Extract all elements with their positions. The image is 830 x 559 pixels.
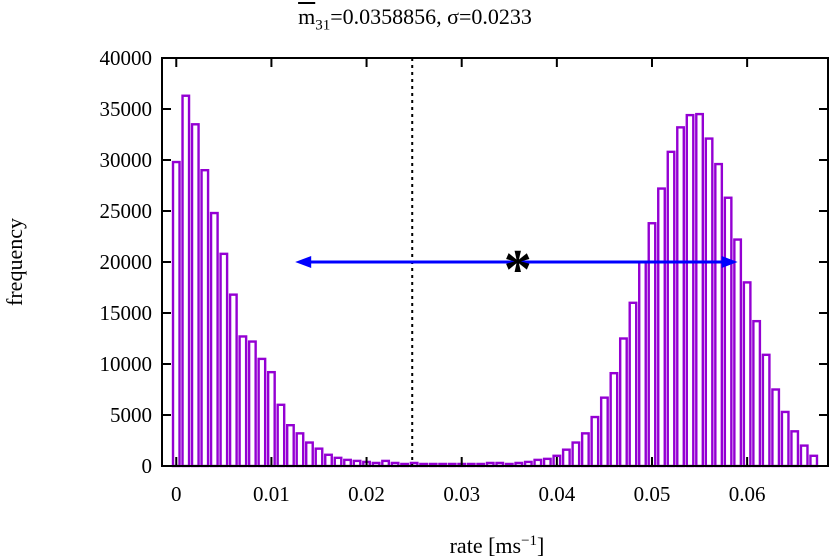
- x-axis-label-sup: −1: [521, 533, 537, 549]
- mean-marker: *: [504, 239, 532, 301]
- histogram-bar: [790, 430, 800, 468]
- sigma-arrow-left-head: [295, 256, 312, 268]
- histogram-bar: [771, 388, 781, 468]
- histogram-bar: [276, 403, 286, 468]
- histogram-bar: [695, 112, 705, 468]
- histogram-bar: [561, 448, 571, 468]
- y-tick-label: 40000: [100, 46, 153, 70]
- chart-title: m31=0.0358856, σ=0.0233: [0, 4, 830, 34]
- x-axis-label: rate [ms−1]: [450, 533, 545, 558]
- histogram-bar: [295, 432, 305, 468]
- histogram-bar: [266, 370, 276, 468]
- histogram-bar: [657, 187, 666, 468]
- histogram-bar: [333, 456, 343, 468]
- x-tick-label: 0.02: [348, 482, 385, 506]
- histogram-bar: [647, 222, 657, 468]
- x-tick-label: 0.01: [253, 482, 290, 506]
- y-tick-label: 10000: [100, 352, 153, 376]
- histogram-bar: [666, 150, 676, 468]
- sigma-arrow-right-head: [721, 256, 738, 268]
- histogram-bar: [780, 410, 790, 468]
- histogram-bar: [181, 94, 191, 468]
- histogram-bar: [285, 424, 295, 468]
- histogram-bar: [542, 457, 552, 468]
- histogram-bar: [685, 113, 695, 468]
- histogram-bar: [238, 335, 248, 468]
- histogram-bar: [809, 454, 819, 468]
- histogram-bar: [247, 340, 257, 468]
- y-tick-label: 15000: [100, 301, 153, 325]
- y-tick-label: 25000: [100, 199, 153, 223]
- x-axis-label-close: ]: [537, 533, 544, 558]
- y-tick-label: 0: [142, 454, 153, 478]
- histogram-bar: [733, 238, 743, 468]
- histogram-bar: [171, 160, 181, 468]
- histogram-bar: [590, 415, 600, 468]
- histogram-bar: [314, 447, 324, 468]
- histogram-bar: [580, 432, 590, 468]
- histogram-bar: [742, 281, 752, 468]
- histogram-bar: [228, 293, 238, 468]
- x-tick-label: 0.06: [729, 482, 766, 506]
- histogram-bar: [638, 260, 647, 468]
- title-symbol: m: [298, 4, 316, 29]
- y-axis-label: frequency: [2, 218, 27, 306]
- histogram-bar: [618, 337, 628, 468]
- histogram-bar: [752, 319, 762, 468]
- histogram-bar: [628, 301, 638, 468]
- histogram-bar: [571, 441, 581, 468]
- histogram-bar: [324, 453, 333, 468]
- x-tick-label: 0.03: [443, 482, 480, 506]
- histogram-bar: [676, 126, 685, 468]
- y-tick-label: 5000: [110, 403, 152, 427]
- title-text: =0.0358856, σ=0.0233: [330, 4, 532, 29]
- y-tick-label: 30000: [100, 148, 153, 172]
- histogram-bar: [257, 357, 267, 468]
- bars: [171, 94, 819, 468]
- y-tick-label: 20000: [100, 250, 153, 274]
- histogram-bar: [219, 252, 229, 468]
- histogram-bar: [704, 137, 714, 468]
- histogram-bar: [609, 371, 619, 468]
- histogram-bar: [799, 444, 809, 468]
- x-tick-label: 0: [171, 482, 182, 506]
- histogram-bar: [305, 441, 314, 468]
- x-tick-label: 0.04: [538, 482, 575, 506]
- y-tick-label: 35000: [100, 97, 153, 121]
- x-axis-label-main: rate [ms: [450, 533, 521, 558]
- title-subscript: 31: [315, 17, 331, 34]
- histogram-bar: [723, 196, 733, 468]
- histogram-bar: [761, 353, 771, 468]
- histogram-bar: [209, 211, 219, 468]
- x-tick-label: 0.05: [634, 482, 671, 506]
- histogram-bar: [599, 396, 609, 468]
- histogram-bar: [190, 123, 200, 468]
- histogram-bar: [714, 162, 724, 468]
- histogram-bar: [200, 168, 210, 468]
